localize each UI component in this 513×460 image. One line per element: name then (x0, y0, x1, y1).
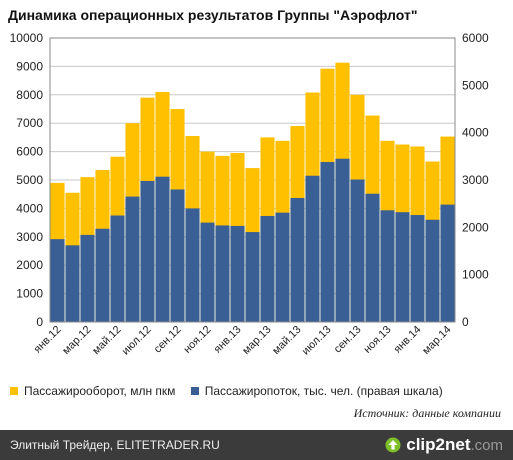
bar-passenger-traffic-2 (80, 234, 95, 322)
y-right-tick-label-1: 1000 (462, 268, 489, 282)
y-left-tick-label-1: 1000 (16, 287, 43, 301)
bar-passenger-traffic-20 (350, 179, 365, 322)
legend-item-passenger-traffic: Пассажиропоток, тыс. чел. (правая шкала) (190, 384, 443, 398)
footer-site-text: Элитный Трейдер, ELITETRADER.RU (10, 438, 220, 452)
x-tick-label-13: мар.14 (420, 324, 453, 357)
bar-passenger-traffic-18 (320, 162, 335, 322)
bar-passenger-traffic-1 (65, 245, 80, 322)
x-tick-label-12: янв.14 (392, 324, 424, 356)
y-left-tick-label-4: 4000 (16, 201, 43, 215)
plot-border (49, 37, 456, 323)
legend: Пассажирооборот, млн пкм Пассажиропоток,… (10, 384, 455, 398)
y-right-tick-label-3: 3000 (462, 173, 489, 187)
bar-passenger-traffic-7 (155, 176, 170, 322)
y-left-tick-label-9: 9000 (16, 59, 43, 73)
footer-bar: Элитный Трейдер, ELITETRADER.RU clip2net… (0, 430, 513, 460)
x-tick-label-10: сен.13 (332, 324, 364, 356)
bar-passenger-traffic-25 (425, 219, 440, 322)
x-tick-label-7: мар.13 (240, 324, 273, 357)
y-right-tick-label-2: 2000 (462, 220, 489, 234)
legend-label-passenger-turnover: Пассажирооборот, млн пкм (24, 384, 176, 398)
y-right-tick-label-4: 4000 (462, 126, 489, 140)
x-tick-label-1: мар.12 (60, 324, 93, 357)
y-right-tick-label-6: 6000 (462, 31, 489, 45)
y-left-tick-label-8: 8000 (16, 88, 43, 102)
bar-passenger-traffic-12 (230, 225, 245, 322)
clip2net-logo: clip2net .com (385, 435, 503, 455)
bar-passenger-traffic-19 (335, 158, 350, 322)
legend-swatch-passenger-traffic (190, 387, 199, 395)
bar-passenger-traffic-17 (305, 175, 320, 322)
bar-passenger-traffic-10 (200, 222, 215, 322)
x-tick-label-11: ноя.13 (361, 324, 393, 356)
bar-passenger-traffic-8 (170, 189, 185, 322)
legend-label-passenger-traffic: Пассажиропоток, тыс. чел. (правая шкала) (204, 384, 443, 398)
bar-passenger-traffic-21 (365, 193, 380, 322)
bar-passenger-traffic-11 (215, 225, 230, 322)
y-left-tick-label-5: 5000 (16, 173, 43, 187)
y-left-tick-label-7: 7000 (16, 116, 43, 130)
x-tick-label-6: янв.13 (212, 324, 244, 356)
x-tick-label-5: ноя.12 (181, 324, 213, 356)
bar-passenger-traffic-22 (380, 210, 395, 322)
y-right-tick-label-5: 5000 (462, 78, 489, 92)
bar-passenger-traffic-23 (395, 212, 410, 322)
bar-passenger-traffic-13 (245, 232, 260, 322)
x-tick-label-3: июл.12 (120, 324, 154, 358)
x-tick-label-4: сен.12 (152, 324, 184, 356)
bar-passenger-traffic-14 (260, 215, 275, 322)
legend-swatch-passenger-turnover (10, 387, 18, 395)
x-tick-label-9: июл.13 (300, 324, 334, 358)
bar-passenger-traffic-15 (275, 212, 290, 322)
bar-passenger-traffic-16 (290, 197, 305, 322)
bar-passenger-traffic-9 (185, 208, 200, 322)
y-left-tick-label-2: 2000 (16, 258, 43, 272)
chart-title: Динамика операционных результатов Группы… (8, 7, 418, 23)
x-tick-label-8: май.13 (270, 324, 303, 357)
chart-plot: 0 1000 2000 3000 4000 5000 6000 7000 8000 9000 100… (10, 31, 489, 358)
x-tick-label-2: май.12 (90, 324, 123, 357)
source-note: Источник: данные компании (353, 406, 501, 420)
brand-name: clip2net (406, 435, 471, 454)
y-left-tick-label-10: 10000 (10, 31, 44, 45)
y-left-tick-label-0: 0 (36, 315, 43, 329)
bar-passenger-traffic-26 (440, 204, 455, 322)
bar-passenger-traffic-4 (110, 215, 125, 322)
brand-domain: .com (470, 436, 503, 454)
y-left-tick-label-6: 6000 (16, 145, 43, 159)
legend-item-passenger-turnover: Пассажирооборот, млн пкм (10, 384, 175, 398)
upload-arrow-icon (385, 437, 401, 453)
y-right-tick-label-0: 0 (462, 315, 469, 329)
bar-passenger-traffic-3 (95, 228, 110, 322)
bar-passenger-traffic-24 (410, 215, 425, 322)
bar-passenger-traffic-0 (50, 239, 65, 322)
bar-passenger-traffic-6 (140, 180, 155, 322)
y-left-tick-label-3: 3000 (16, 230, 43, 244)
bar-passenger-traffic-5 (125, 196, 140, 322)
